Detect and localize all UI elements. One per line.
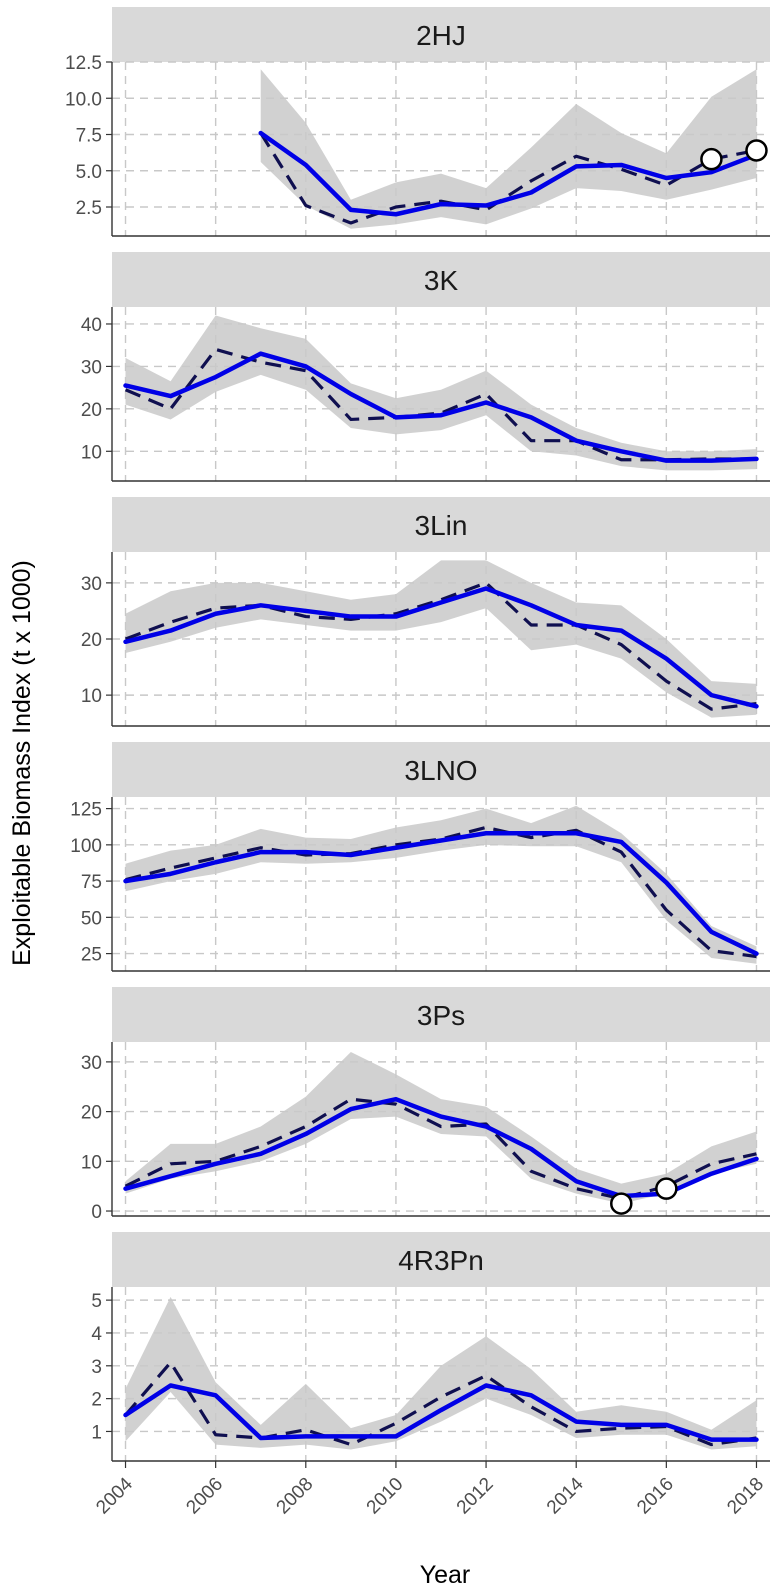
panel-3Ps: 3Ps 0 10 20 30 — [81, 987, 770, 1223]
y-tick-label: 2.5 — [76, 198, 102, 219]
y-tick-label: 1 — [91, 1422, 102, 1443]
panel-3K: 3K 10 20 30 40 — [81, 252, 770, 482]
y-tick-label: 3 — [91, 1357, 102, 1378]
solid-series-line — [123, 1383, 759, 1442]
data-point-marker — [745, 139, 768, 162]
data-point-marker — [610, 1192, 633, 1215]
x-tick-label: 2008 — [273, 1474, 318, 1519]
y-tick-label: 0 — [91, 1202, 102, 1223]
y-axis-title: Exploitable Biomass Index (t x 1000) — [8, 560, 36, 966]
x-axis-title: Year — [420, 1561, 471, 1589]
confidence-ribbon — [125, 315, 757, 471]
y-tick-label: 75 — [81, 872, 102, 893]
panel-4R3Pn: 4R3Pn 1 2 3 4 5 — [91, 1232, 770, 1462]
y-tick-label: 10 — [81, 442, 102, 463]
y-tick-label: 10 — [81, 1152, 102, 1173]
y-tick-label: 7.5 — [76, 126, 102, 147]
data-point-marker — [655, 1177, 678, 1200]
y-tick-label: 10 — [81, 686, 102, 707]
y-tick-label: 2 — [91, 1390, 102, 1411]
y-tick-label: 40 — [81, 315, 102, 336]
data-point-marker — [700, 147, 723, 171]
panel-strip — [112, 1232, 770, 1287]
panel-2HJ: 2HJ 2.5 5.0 7.5 10.0 12.5 — [65, 7, 770, 237]
confidence-ribbon — [260, 69, 757, 229]
y-tick-label: 4 — [91, 1324, 102, 1345]
confidence-ribbon — [125, 805, 757, 964]
y-tick-label: 25 — [81, 945, 102, 966]
x-tick-label: 2012 — [453, 1474, 498, 1519]
y-tick-label: 50 — [81, 908, 102, 929]
y-tick-label: 20 — [81, 1103, 102, 1124]
y-tick-label: 30 — [81, 357, 102, 378]
x-tick-label: 2018 — [723, 1474, 768, 1519]
y-tick-label: 125 — [70, 800, 102, 821]
y-tick-label: 20 — [81, 630, 102, 651]
facet-panels: 2HJ2.55.07.510.012.53K102030403Lin102030… — [65, 7, 770, 1462]
solid-series-line — [123, 831, 759, 956]
panel-strip — [112, 7, 770, 62]
dashed-series-line — [125, 825, 757, 959]
panel-strip-label: 3Ps — [417, 1000, 465, 1031]
panel-strip — [112, 252, 770, 307]
panel-strip-label: 3LNO — [404, 755, 477, 786]
dashed-series-line — [124, 581, 757, 711]
y-tick-label: 20 — [81, 400, 102, 421]
dashed-series-line — [259, 132, 757, 225]
solid-series-line — [123, 1096, 759, 1199]
x-axis-ticks: 2004 2006 2008 2010 2012 2014 2016 2018 — [92, 1461, 768, 1518]
solid-series-line — [123, 351, 759, 463]
panel-3Lin: 3Lin 10 20 30 — [81, 497, 770, 727]
y-tick-label: 12.5 — [65, 53, 102, 74]
panel-strip — [112, 497, 770, 552]
x-tick-label: 2004 — [92, 1473, 137, 1518]
panel-strip-label: 3Lin — [415, 510, 468, 541]
x-tick-label: 2016 — [633, 1474, 678, 1519]
dashed-series-line — [124, 1097, 757, 1201]
y-tick-label: 10.0 — [65, 89, 102, 110]
panel-strip-label: 3K — [424, 265, 459, 296]
x-tick-label: 2010 — [363, 1474, 408, 1519]
panel-strip — [112, 987, 770, 1042]
solid-series-line — [258, 130, 759, 217]
panel-strip-label: 2HJ — [416, 20, 466, 51]
y-tick-label: 5.0 — [76, 162, 102, 183]
solid-series-line — [123, 586, 759, 709]
confidence-ribbon — [125, 1296, 757, 1450]
y-tick-label: 30 — [81, 574, 102, 595]
y-tick-label: 100 — [70, 836, 102, 857]
panel-strip-label: 4R3Pn — [398, 1245, 484, 1276]
x-tick-label: 2006 — [182, 1474, 227, 1519]
x-tick-label: 2014 — [543, 1473, 588, 1518]
panel-strip — [112, 742, 770, 797]
y-tick-label: 30 — [81, 1053, 102, 1074]
panel-3LNO: 3LNO 25 50 75 100 125 — [70, 742, 770, 972]
y-tick-label: 5 — [91, 1291, 102, 1312]
confidence-ribbon — [125, 560, 757, 718]
